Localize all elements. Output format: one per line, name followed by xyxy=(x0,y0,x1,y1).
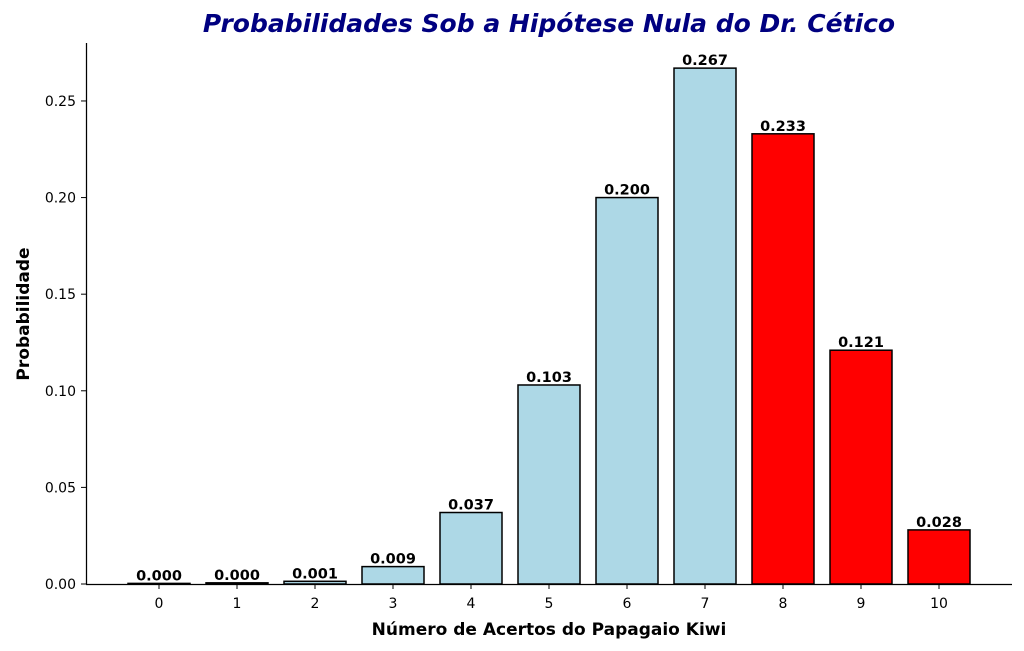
data-label-8: 0.233 xyxy=(760,119,806,135)
y-tick-label-0.25: 0.25 xyxy=(45,94,76,110)
x-axis-ticks: 0 1 2 3 4 5 6 7 8 9 10 xyxy=(155,584,948,612)
bar-4 xyxy=(439,511,503,585)
x-tick-label-10: 10 xyxy=(930,596,948,612)
x-tick-label-5: 5 xyxy=(545,596,554,612)
x-tick-label-7: 7 xyxy=(701,596,710,612)
data-label-2: 0.001 xyxy=(292,566,338,582)
y-tick-label-0.05: 0.05 xyxy=(45,480,76,496)
x-tick-label-4: 4 xyxy=(467,596,476,612)
y-tick-label-0.15: 0.15 xyxy=(45,287,76,303)
y-tick-label-0.00: 0.00 xyxy=(45,577,76,593)
bar-9 xyxy=(829,349,893,585)
data-label-0: 0.000 xyxy=(136,568,182,584)
bar-5 xyxy=(517,384,581,585)
data-label-4: 0.037 xyxy=(448,498,494,514)
x-tick-label-6: 6 xyxy=(623,596,632,612)
bar-7 xyxy=(673,67,737,585)
x-tick-label-3: 3 xyxy=(389,596,398,612)
data-label-1: 0.000 xyxy=(214,568,260,584)
x-tick-label-8: 8 xyxy=(779,596,788,612)
bar-8 xyxy=(751,133,815,585)
data-label-3: 0.009 xyxy=(370,552,416,568)
x-tick-label-0: 0 xyxy=(155,596,164,612)
x-tick-label-1: 1 xyxy=(233,596,242,612)
data-label-9: 0.121 xyxy=(838,335,884,351)
data-label-6: 0.200 xyxy=(604,183,650,199)
bar-10 xyxy=(907,529,971,585)
data-label-10: 0.028 xyxy=(916,515,962,531)
data-label-5: 0.103 xyxy=(526,370,572,386)
bars xyxy=(127,67,971,585)
x-axis-label: Número de Acertos do Papagaio Kiwi xyxy=(372,620,727,640)
y-axis-label: Probabilidade xyxy=(14,247,34,380)
y-tick-label-0.20: 0.20 xyxy=(45,191,76,207)
y-tick-label-0.10: 0.10 xyxy=(45,384,76,400)
data-label-7: 0.267 xyxy=(682,53,728,69)
data-labels: 0.000 0.000 0.001 0.009 0.037 0.103 0.200 0.267… xyxy=(136,53,962,584)
bar-3 xyxy=(361,565,425,585)
y-axis-ticks: 0.00 0.05 0.10 0.15 0.20 0.25 xyxy=(45,94,86,593)
x-tick-label-2: 2 xyxy=(311,596,320,612)
bar-6 xyxy=(595,196,659,585)
chart-title: Probabilidades Sob a Hipótese Nula do Dr… xyxy=(203,9,895,38)
x-tick-label-9: 9 xyxy=(857,596,866,612)
